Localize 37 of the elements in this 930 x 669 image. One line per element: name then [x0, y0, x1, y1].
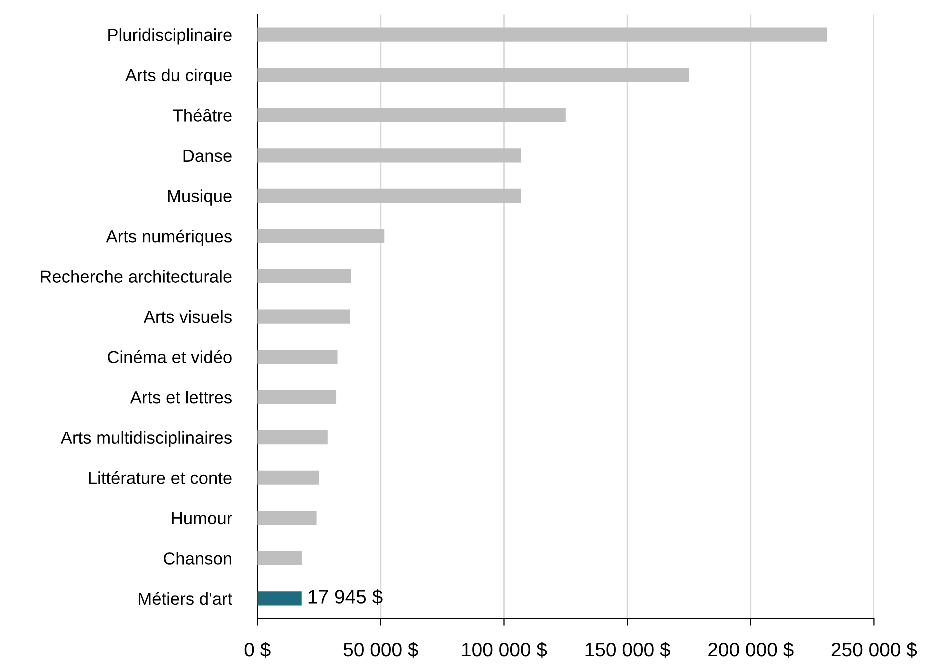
y-tick-label: Cinéma et vidéo: [108, 350, 232, 364]
y-tick-label: Littérature et conte: [89, 471, 232, 484]
data-label: 17 945 $: [308, 589, 383, 606]
bar: [258, 470, 320, 485]
x-tick-label: 200 000 $: [708, 642, 794, 658]
bar: [258, 28, 828, 42]
y-tick-label: Arts visuels: [144, 310, 232, 324]
bar: [258, 350, 338, 364]
bar: [258, 68, 690, 82]
bar: [258, 269, 352, 284]
y-tick-label: Métiers d'art: [139, 592, 232, 606]
y-tick-label: Danse: [184, 150, 232, 162]
y-tick-label: Arts numériques: [106, 230, 232, 246]
y-tick-label: Recherche architecturale: [41, 270, 232, 283]
x-tick-label: 0 $: [244, 642, 271, 658]
bar: [258, 310, 350, 324]
bar: [258, 188, 522, 203]
x-tick-label: 250 000 $: [832, 642, 918, 658]
y-tick-label: Chanson: [164, 552, 232, 565]
bar: [258, 430, 328, 445]
x-tick-label: 150 000 $: [586, 642, 671, 658]
bar: [258, 511, 317, 526]
y-tick-label: Pluridisciplinaire: [108, 28, 232, 45]
x-tick-label: 50 000 $: [344, 642, 418, 658]
y-tick-label: Humour: [172, 512, 232, 525]
bar: [258, 108, 566, 122]
bar: [258, 148, 522, 163]
y-tick-label: Théâtre: [173, 108, 232, 122]
y-tick-label: Arts du cirque: [126, 68, 232, 86]
y-tick-label: Musique: [168, 190, 232, 206]
bar: [258, 551, 302, 566]
bar: [258, 229, 385, 244]
bar: [258, 390, 337, 404]
bar: [258, 592, 302, 606]
y-tick-label: Arts et lettres: [130, 391, 232, 404]
x-tick-label: 100 000 $: [462, 642, 548, 658]
y-tick-label: Arts multidisciplinaires: [60, 431, 232, 448]
